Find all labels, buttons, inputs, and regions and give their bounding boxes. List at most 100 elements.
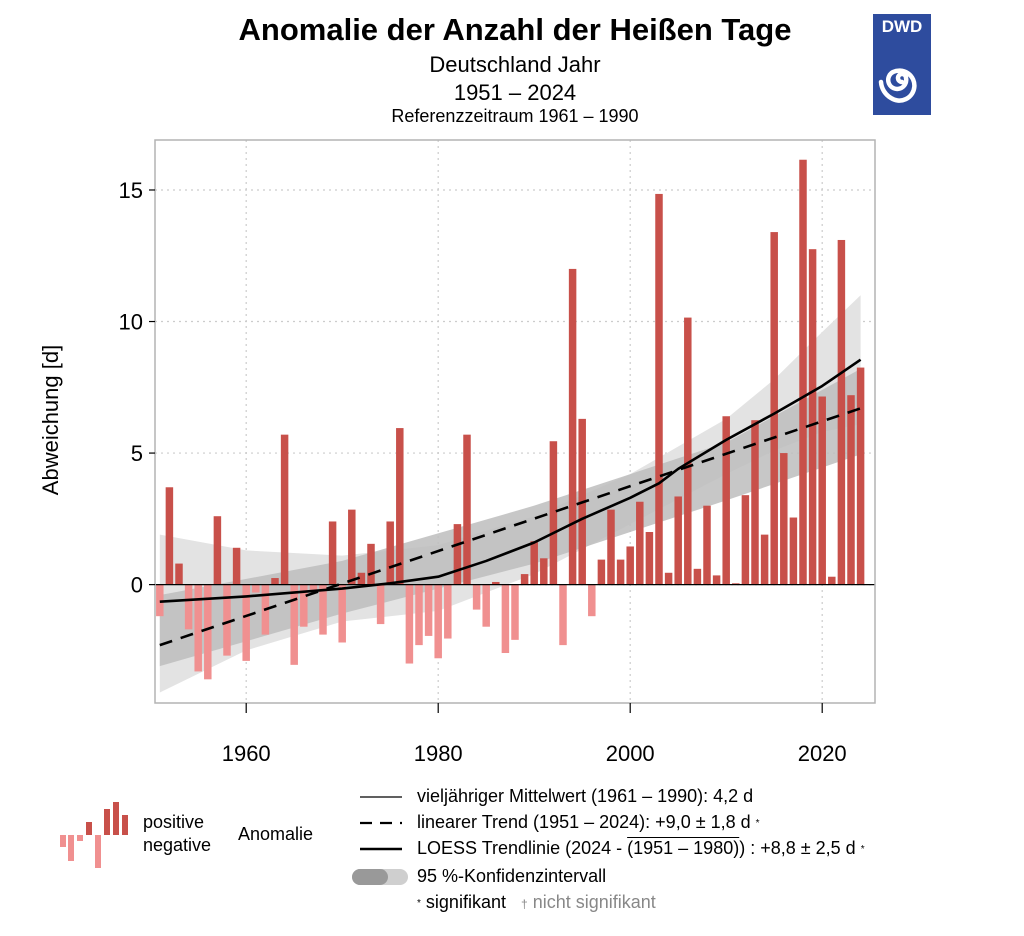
bar-negative	[338, 584, 346, 643]
legend-bar	[104, 809, 110, 835]
y-axis-label: Abweichung [d]	[38, 345, 63, 495]
x-tick-label: 2020	[798, 741, 847, 766]
bar-negative	[223, 584, 231, 656]
chart-subtitle-period: 1951 – 2024	[453, 80, 577, 105]
bar-positive	[280, 434, 289, 585]
bar-positive	[367, 543, 375, 585]
bar-negative	[290, 584, 298, 665]
legend-significant: signifikant	[425, 892, 506, 912]
bar-positive	[607, 509, 615, 585]
bar-positive	[722, 416, 730, 585]
legend-loess-label-post: ) :	[739, 838, 756, 858]
bar-positive	[789, 517, 798, 585]
significance-star: *	[860, 843, 865, 855]
bar-negative	[559, 584, 567, 646]
bar-positive	[645, 531, 654, 585]
legend-loess-label-pre: LOESS Trendlinie (2024 -	[417, 838, 628, 858]
legend-significance: * signifikant † nicht signifikant	[417, 892, 656, 913]
legend-ci-swatch	[352, 869, 408, 885]
legend-bar	[113, 802, 119, 835]
bar-positive	[213, 516, 222, 585]
bar-positive	[520, 574, 529, 585]
bar-negative	[472, 584, 481, 610]
legend-bar	[77, 835, 83, 841]
bar-positive	[828, 576, 836, 585]
bar-positive	[636, 501, 644, 585]
bar-negative	[444, 584, 452, 639]
chart-title: Anomalie der Anzahl der Heißen Tage	[238, 12, 792, 47]
linear-confidence-band	[159, 368, 861, 667]
chart-subtitle-region: Deutschland Jahr	[429, 52, 601, 77]
bar-positive	[655, 193, 663, 585]
bar-positive	[616, 559, 625, 585]
bar-positive	[684, 317, 692, 585]
y-tick-label: 10	[119, 310, 143, 335]
legend-loess-value: +8,8 ± 2,5 d	[760, 838, 856, 858]
legend-linear-label: linearer Trend (1951 – 2024):	[417, 812, 651, 832]
bar-positive	[770, 232, 778, 585]
bar-positive	[549, 441, 558, 585]
bar-positive	[348, 509, 356, 585]
bar-positive	[165, 487, 174, 585]
bar-negative	[501, 584, 510, 654]
bar-positive	[741, 495, 750, 585]
bar-negative	[405, 584, 414, 664]
bar-negative	[252, 584, 260, 593]
plot-frame	[154, 139, 876, 704]
significance-star: *	[755, 817, 760, 829]
bar-positive	[175, 563, 183, 585]
bar-positive	[837, 239, 846, 585]
legend-loess-label-over: (1951 – 1980)	[627, 838, 740, 858]
bar-positive	[463, 434, 471, 585]
legend-anomaly-icon	[60, 802, 128, 868]
bar-positive	[597, 559, 606, 585]
linear-trend-line	[159, 407, 862, 647]
legend-positive: positive	[143, 812, 205, 832]
loess-trend-line	[159, 358, 862, 604]
bar-negative	[588, 584, 596, 617]
bar-negative	[415, 584, 423, 646]
confidence-bands	[159, 295, 861, 693]
bar-negative	[194, 584, 202, 672]
bar-positive	[328, 521, 337, 585]
bar-negative	[184, 584, 193, 630]
chart-subtitle-reference: Referenzzeitraum 1961 – 1990	[391, 106, 639, 126]
bar-negative	[300, 584, 308, 627]
axes: 0 5 10 15 1960 1980 2000 2020	[119, 178, 847, 766]
x-tick-label: 1960	[222, 741, 271, 766]
bar-negative	[424, 584, 433, 636]
bar-negative	[482, 584, 490, 627]
bar-positive	[712, 575, 721, 585]
legend-linear-value: +9,0 ± 1,8 d	[655, 812, 751, 832]
bar-positive	[847, 395, 855, 585]
legend-ci-label: 95 %-Konfidenzintervall	[417, 866, 607, 886]
bar-negative	[319, 584, 327, 635]
bar-positive	[530, 541, 538, 585]
bar-negative	[434, 584, 442, 659]
bar-positive	[856, 367, 865, 585]
spiral-icon	[878, 68, 917, 103]
bar-positive	[664, 572, 673, 585]
bar-positive	[674, 496, 682, 585]
bar-positive	[780, 453, 788, 585]
bar-positive	[540, 558, 548, 585]
bar-positive	[386, 521, 394, 585]
significance-star: *	[417, 897, 421, 909]
legend-negative: negative	[143, 835, 212, 855]
x-tick-label: 1980	[414, 741, 463, 766]
legend-mean-label: vieljähriger Mittelwert (1961 – 1990): 4…	[417, 786, 754, 806]
legend-bar	[86, 822, 92, 835]
y-tick-label: 15	[119, 178, 143, 203]
trend-lines	[155, 358, 875, 647]
y-tick-label: 0	[131, 573, 143, 598]
y-tick-label: 5	[131, 441, 143, 466]
bar-negative	[376, 584, 385, 625]
bar-positive	[396, 428, 404, 585]
legend-bar	[68, 835, 74, 861]
bar-positive	[568, 268, 577, 585]
bar-positive	[453, 524, 462, 585]
legend-anomalie: Anomalie	[238, 824, 314, 844]
bar-negative	[242, 584, 250, 661]
bar-positive	[271, 578, 279, 585]
bar-positive	[693, 568, 702, 585]
